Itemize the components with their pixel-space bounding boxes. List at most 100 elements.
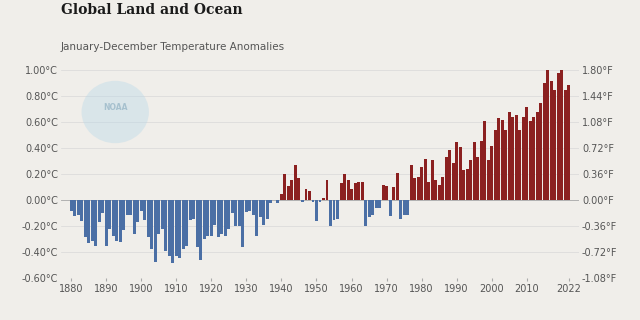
Bar (213, 200, 216, 225)
Bar (385, 186, 388, 200)
Bar (284, 174, 287, 200)
Bar (343, 174, 346, 200)
Bar (179, 200, 181, 258)
Bar (98, 200, 101, 222)
Bar (140, 200, 143, 211)
Bar (74, 200, 76, 216)
Bar (438, 185, 440, 200)
Bar (294, 165, 297, 200)
Bar (403, 200, 406, 215)
Bar (326, 180, 328, 200)
Bar (259, 200, 262, 217)
Bar (448, 150, 451, 200)
Bar (101, 200, 104, 213)
Bar (319, 200, 321, 202)
Bar (472, 142, 476, 200)
Bar (434, 180, 437, 200)
Bar (500, 120, 504, 200)
Bar (81, 200, 83, 221)
Bar (241, 200, 244, 247)
Bar (210, 200, 213, 236)
Bar (227, 200, 230, 229)
Bar (367, 200, 371, 217)
Bar (129, 200, 132, 215)
Bar (364, 200, 367, 226)
Bar (112, 200, 115, 236)
Bar (182, 200, 185, 249)
Bar (511, 117, 514, 200)
Bar (224, 200, 227, 236)
Bar (452, 163, 454, 200)
Bar (255, 200, 259, 236)
Bar (392, 188, 395, 200)
Bar (560, 68, 563, 200)
Bar (238, 200, 241, 226)
Bar (483, 121, 486, 200)
Bar (550, 81, 553, 200)
Bar (248, 200, 252, 211)
Bar (136, 200, 140, 222)
Bar (508, 112, 511, 200)
Bar (186, 200, 188, 246)
Bar (515, 115, 518, 200)
Bar (245, 200, 248, 212)
Bar (157, 200, 161, 234)
Bar (564, 90, 566, 200)
Bar (557, 73, 559, 200)
Bar (466, 169, 468, 200)
Bar (371, 200, 374, 215)
Bar (77, 200, 80, 215)
Bar (493, 130, 497, 200)
Bar (532, 117, 535, 200)
Bar (172, 200, 174, 263)
Bar (122, 200, 125, 230)
Bar (262, 200, 266, 225)
Bar (399, 200, 402, 219)
Bar (305, 189, 307, 200)
Bar (143, 200, 147, 220)
Bar (553, 90, 556, 200)
Bar (266, 200, 269, 219)
Bar (301, 200, 304, 202)
Bar (381, 185, 385, 200)
Bar (462, 171, 465, 200)
Bar (196, 200, 199, 247)
Bar (518, 130, 521, 200)
Bar (87, 200, 90, 243)
Bar (161, 200, 164, 229)
Bar (476, 157, 479, 200)
Bar (490, 146, 493, 200)
Bar (175, 200, 178, 256)
Bar (360, 182, 364, 200)
Bar (353, 183, 356, 200)
Bar (94, 200, 97, 246)
Bar (406, 200, 409, 215)
Bar (298, 178, 300, 200)
Text: January-December Temperature Anomalies: January-December Temperature Anomalies (61, 42, 285, 52)
Bar (322, 198, 325, 200)
Bar (231, 200, 234, 213)
Bar (417, 177, 420, 200)
Bar (441, 177, 444, 200)
Bar (410, 165, 413, 200)
Bar (203, 200, 206, 239)
Bar (340, 183, 342, 200)
Bar (479, 140, 483, 200)
Bar (220, 200, 223, 234)
Bar (119, 200, 122, 242)
Bar (486, 160, 490, 200)
Bar (91, 200, 94, 241)
Bar (413, 178, 416, 200)
Bar (522, 117, 525, 200)
Bar (329, 200, 332, 226)
Bar (424, 159, 427, 200)
Bar (504, 130, 507, 200)
Bar (168, 200, 171, 256)
Bar (497, 118, 500, 200)
Bar (529, 121, 532, 200)
Bar (84, 200, 87, 237)
Bar (543, 84, 546, 200)
Bar (336, 200, 339, 219)
Bar (108, 200, 111, 229)
Bar (126, 200, 129, 215)
